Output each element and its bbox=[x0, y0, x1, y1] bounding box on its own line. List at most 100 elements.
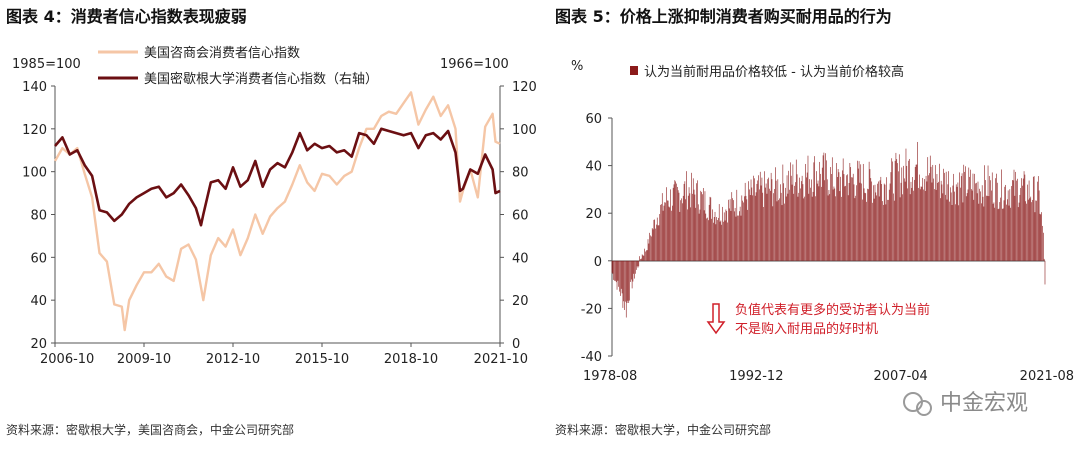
bar bbox=[888, 199, 889, 261]
bar bbox=[861, 183, 862, 261]
bar bbox=[836, 163, 837, 261]
bar bbox=[788, 170, 790, 261]
bar bbox=[871, 181, 872, 261]
bar bbox=[934, 189, 935, 261]
bar bbox=[666, 200, 668, 261]
bar bbox=[774, 188, 775, 261]
bar bbox=[713, 222, 714, 261]
bar bbox=[991, 172, 993, 261]
bar bbox=[836, 177, 838, 261]
bar bbox=[646, 250, 647, 261]
bar bbox=[996, 182, 998, 261]
bar bbox=[1022, 185, 1023, 261]
chart-4-left-tick-label: 60 bbox=[30, 251, 47, 266]
bar bbox=[1007, 199, 1008, 261]
bar bbox=[966, 193, 968, 261]
bar bbox=[696, 183, 697, 261]
bar bbox=[975, 183, 976, 261]
bar bbox=[964, 171, 965, 261]
bar bbox=[677, 186, 678, 261]
bar bbox=[838, 172, 840, 261]
bar bbox=[792, 164, 794, 261]
bar bbox=[786, 175, 788, 261]
bar bbox=[992, 203, 994, 261]
bar bbox=[758, 175, 759, 261]
chart-4-left-tick-label: 20 bbox=[30, 337, 47, 352]
bar bbox=[651, 228, 653, 261]
bar bbox=[925, 175, 927, 261]
bar bbox=[743, 202, 744, 261]
bar bbox=[895, 152, 897, 261]
bar bbox=[678, 192, 680, 261]
bar bbox=[933, 178, 934, 261]
bar bbox=[1043, 258, 1045, 261]
chart-4-x-tick-label: 2009-10 bbox=[117, 352, 171, 367]
bar bbox=[749, 195, 751, 261]
bar bbox=[1022, 178, 1024, 261]
bar bbox=[948, 171, 949, 261]
bar bbox=[692, 193, 693, 261]
bar bbox=[972, 173, 974, 261]
bar bbox=[690, 207, 692, 261]
bar bbox=[790, 175, 792, 261]
bar bbox=[1044, 260, 1046, 285]
bar bbox=[739, 206, 741, 261]
bar bbox=[1016, 180, 1017, 261]
bar bbox=[702, 188, 704, 261]
bar bbox=[771, 179, 773, 261]
bar bbox=[982, 196, 984, 261]
bar bbox=[785, 196, 787, 261]
annotation-line-2: 不是购入耐用品的好时机 bbox=[735, 321, 878, 337]
bar bbox=[864, 192, 866, 261]
bar bbox=[837, 169, 839, 261]
legend-label-durable-goods: 认为当前耐用品价格较低 - 认为当前价格较高 bbox=[644, 64, 904, 80]
bar bbox=[711, 218, 712, 261]
bar bbox=[951, 204, 953, 261]
bar bbox=[830, 167, 831, 261]
bar bbox=[704, 191, 706, 261]
bar bbox=[734, 207, 736, 261]
bar bbox=[691, 172, 692, 261]
bar bbox=[1027, 184, 1028, 261]
bar bbox=[905, 148, 907, 261]
bar bbox=[850, 167, 851, 261]
bar bbox=[981, 203, 982, 261]
bar bbox=[862, 163, 864, 261]
chart-4-x-tick-label: 2015-10 bbox=[295, 352, 349, 367]
bar bbox=[698, 213, 700, 261]
bar bbox=[707, 217, 708, 261]
bar bbox=[987, 165, 989, 261]
series-line-michigan bbox=[54, 127, 501, 227]
bar bbox=[934, 165, 936, 261]
bar bbox=[687, 209, 688, 261]
bar bbox=[739, 211, 740, 261]
bar bbox=[867, 189, 869, 261]
bar bbox=[1031, 202, 1032, 261]
bar bbox=[950, 187, 951, 261]
bar bbox=[1014, 195, 1016, 261]
bar bbox=[666, 187, 667, 261]
bar bbox=[715, 224, 717, 261]
bar bbox=[851, 177, 852, 261]
bar bbox=[879, 180, 881, 261]
bar bbox=[1037, 176, 1039, 261]
bar bbox=[708, 220, 709, 261]
bar bbox=[919, 189, 921, 261]
bar bbox=[1017, 178, 1018, 261]
bar bbox=[923, 189, 924, 261]
bar bbox=[902, 194, 903, 261]
bar bbox=[656, 224, 657, 261]
bar bbox=[943, 168, 944, 261]
bar bbox=[842, 170, 843, 261]
bar bbox=[803, 198, 805, 261]
bar bbox=[1032, 176, 1034, 261]
bar bbox=[712, 209, 713, 261]
bar bbox=[907, 188, 908, 261]
bar bbox=[940, 198, 941, 261]
bar bbox=[955, 204, 956, 261]
bar bbox=[784, 203, 785, 261]
bar bbox=[648, 243, 650, 261]
bar bbox=[1039, 213, 1041, 261]
bar bbox=[802, 184, 804, 261]
